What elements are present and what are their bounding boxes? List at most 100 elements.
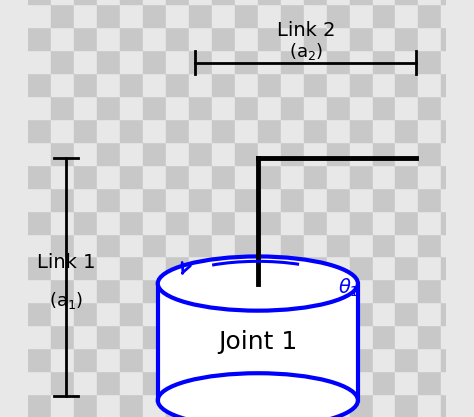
Bar: [373, 279, 395, 302]
Bar: [74, 50, 97, 73]
Bar: [281, 325, 304, 348]
Bar: [419, 302, 441, 325]
Bar: [143, 371, 166, 394]
Bar: [395, 50, 419, 73]
Bar: [235, 73, 258, 96]
Bar: [258, 302, 281, 325]
Bar: [258, 394, 281, 417]
Bar: [281, 4, 304, 27]
Bar: [143, 142, 166, 165]
Bar: [120, 0, 143, 4]
Bar: [304, 27, 327, 50]
Bar: [120, 279, 143, 302]
Bar: [464, 142, 474, 165]
Bar: [281, 302, 304, 325]
Bar: [97, 371, 120, 394]
Bar: [189, 50, 212, 73]
Bar: [419, 73, 441, 96]
Bar: [74, 325, 97, 348]
Bar: [441, 142, 464, 165]
Bar: [373, 73, 395, 96]
Bar: [189, 4, 212, 27]
Bar: [189, 394, 212, 417]
Bar: [235, 279, 258, 302]
Text: (a$_1$): (a$_1$): [49, 290, 83, 311]
Bar: [281, 211, 304, 234]
Text: Link 1: Link 1: [37, 253, 95, 272]
Bar: [441, 302, 464, 325]
Bar: [258, 73, 281, 96]
Bar: [74, 302, 97, 325]
Bar: [143, 4, 166, 27]
Bar: [212, 119, 235, 142]
Bar: [464, 119, 474, 142]
Bar: [373, 211, 395, 234]
Bar: [373, 302, 395, 325]
Bar: [373, 165, 395, 188]
Bar: [281, 348, 304, 371]
Bar: [120, 50, 143, 73]
Bar: [441, 0, 464, 4]
Bar: [350, 165, 373, 188]
Bar: [419, 256, 441, 279]
Bar: [166, 73, 189, 96]
Bar: [189, 211, 212, 234]
Bar: [74, 119, 97, 142]
Bar: [120, 394, 143, 417]
Bar: [441, 73, 464, 96]
Bar: [189, 348, 212, 371]
Bar: [52, 4, 74, 27]
Bar: [258, 165, 281, 188]
Bar: [281, 96, 304, 119]
Bar: [74, 256, 97, 279]
Bar: [212, 234, 235, 256]
Bar: [327, 325, 350, 348]
Bar: [419, 234, 441, 256]
Text: $\theta_1$: $\theta_1$: [338, 276, 360, 299]
Bar: [304, 188, 327, 211]
Bar: [143, 0, 166, 4]
Bar: [212, 348, 235, 371]
Bar: [304, 4, 327, 27]
Bar: [28, 371, 52, 394]
Bar: [327, 4, 350, 27]
Bar: [166, 211, 189, 234]
Bar: [350, 256, 373, 279]
Bar: [97, 302, 120, 325]
Bar: [212, 211, 235, 234]
Bar: [464, 394, 474, 417]
Bar: [166, 234, 189, 256]
Bar: [281, 0, 304, 4]
Bar: [327, 27, 350, 50]
Bar: [235, 0, 258, 4]
Bar: [395, 279, 419, 302]
Bar: [373, 325, 395, 348]
Bar: [258, 188, 281, 211]
Bar: [395, 234, 419, 256]
Bar: [28, 211, 52, 234]
Bar: [166, 325, 189, 348]
Bar: [281, 50, 304, 73]
Bar: [28, 4, 52, 27]
Bar: [143, 348, 166, 371]
Bar: [235, 348, 258, 371]
Bar: [350, 188, 373, 211]
Bar: [120, 4, 143, 27]
Bar: [258, 0, 281, 4]
Bar: [281, 234, 304, 256]
Bar: [373, 348, 395, 371]
Bar: [327, 211, 350, 234]
Bar: [281, 165, 304, 188]
Bar: [52, 188, 74, 211]
Bar: [143, 234, 166, 256]
Bar: [52, 119, 74, 142]
Bar: [97, 0, 120, 4]
Bar: [395, 211, 419, 234]
Bar: [52, 73, 74, 96]
Bar: [143, 256, 166, 279]
Bar: [166, 302, 189, 325]
Bar: [281, 256, 304, 279]
Bar: [395, 73, 419, 96]
Bar: [350, 4, 373, 27]
Bar: [327, 394, 350, 417]
